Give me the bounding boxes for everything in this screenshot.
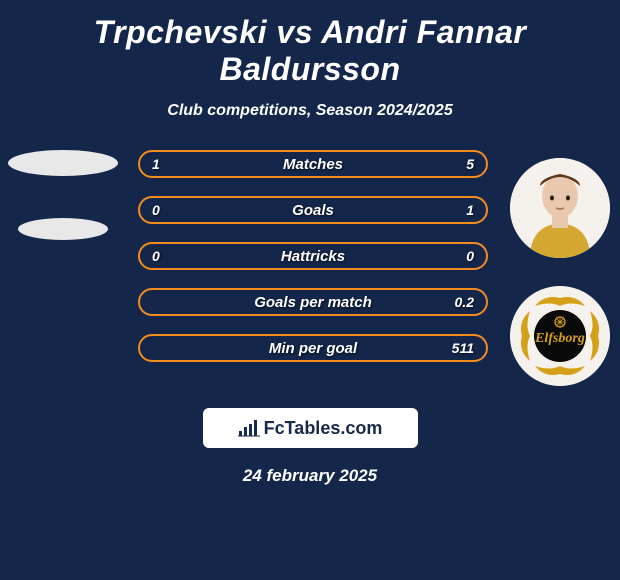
left-column (8, 150, 118, 240)
stat-label: Goals (292, 202, 334, 219)
player1-club-placeholder (18, 218, 108, 240)
stat-row-goals: 0 Goals 1 (138, 196, 488, 224)
infographic-container: Trpchevski vs Andri Fannar Baldursson Cl… (0, 0, 620, 496)
stat-row-goals-per-match: Goals per match 0.2 (138, 288, 488, 316)
brand-text: FcTables.com (264, 418, 383, 439)
chart-icon (238, 419, 260, 437)
stat-label: Matches (283, 156, 343, 173)
content-row: 1 Matches 5 0 Goals 1 0 Hattricks 0 Goal… (0, 150, 620, 386)
stat-label: Goals per match (254, 294, 372, 311)
stat-right-value: 0 (466, 248, 474, 264)
stat-left-value: 0 (152, 248, 160, 264)
stat-label: Min per goal (269, 340, 357, 357)
stat-right-value: 0.2 (455, 294, 474, 310)
player1-avatar-placeholder (8, 150, 118, 176)
stats-bars: 1 Matches 5 0 Goals 1 0 Hattricks 0 Goal… (138, 150, 488, 362)
stat-right-value: 511 (452, 340, 474, 356)
player2-avatar (510, 158, 610, 258)
person-icon (510, 158, 610, 258)
stat-right-value: 1 (466, 202, 474, 218)
club-crest-icon: Elfsborg (510, 286, 610, 386)
date-text: 24 february 2025 (243, 466, 377, 486)
page-title: Trpchevski vs Andri Fannar Baldursson (0, 14, 620, 88)
right-column: Elfsborg (508, 150, 612, 386)
brand-box: FcTables.com (203, 408, 418, 448)
stat-row-matches: 1 Matches 5 (138, 150, 488, 178)
stat-row-hattricks: 0 Hattricks 0 (138, 242, 488, 270)
footer: FcTables.com 24 february 2025 (0, 408, 620, 486)
stat-right-value: 5 (466, 156, 474, 172)
stat-row-min-per-goal: Min per goal 511 (138, 334, 488, 362)
subtitle: Club competitions, Season 2024/2025 (0, 102, 620, 120)
stat-left-value: 1 (152, 156, 160, 172)
svg-text:Elfsborg: Elfsborg (534, 331, 585, 346)
player2-club-badge: Elfsborg (510, 286, 610, 386)
stat-label: Hattricks (281, 248, 345, 265)
stat-left-value: 0 (152, 202, 160, 218)
